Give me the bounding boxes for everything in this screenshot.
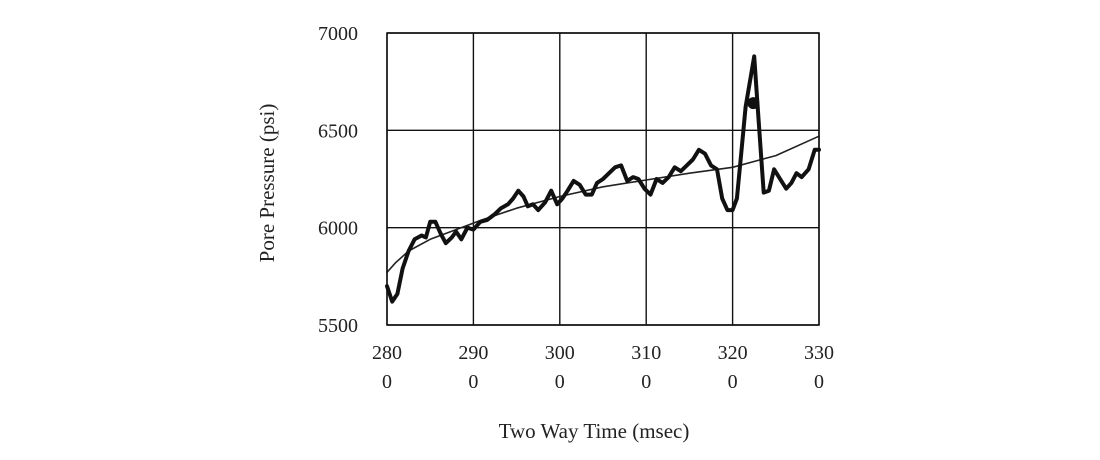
x-tick-label: 300 (545, 342, 575, 364)
x-tick-labels: 280 0 290 0 300 0 310 0 320 0 330 0 (372, 342, 834, 393)
x-tick-label: 330 (804, 342, 834, 364)
x-tick-label: 320 (718, 342, 748, 364)
series-layer (385, 54, 821, 304)
x-tick-label-line2: 0 (555, 371, 565, 393)
x-tick-label: 310 (631, 342, 661, 364)
x-tick-label-line2: 0 (468, 371, 478, 393)
x-axis-label: Two Way Time (msec) (499, 419, 690, 443)
y-tick-labels: 5500 6000 6500 7000 (318, 23, 358, 337)
x-tick-label: 280 (372, 342, 402, 364)
x-tick-label-line2: 0 (641, 371, 651, 393)
x-tick-label: 290 (458, 342, 488, 364)
y-tick-label: 6500 (318, 120, 358, 142)
plot-frame (386, 32, 820, 326)
y-tick-label: 6000 (318, 218, 358, 240)
pore-pressure-series-line (385, 54, 821, 304)
y-tick-label: 5500 (318, 315, 358, 337)
trend-series-line (386, 135, 820, 274)
y-axis-label: Pore Pressure (psi) (255, 104, 279, 263)
x-tick-label-line2: 0 (728, 371, 738, 393)
x-tick-label-line2: 0 (814, 371, 824, 393)
x-tick-label-line2: 0 (382, 371, 392, 393)
y-tick-label: 7000 (318, 23, 358, 45)
data-point (747, 97, 760, 110)
points-layer (747, 97, 760, 110)
